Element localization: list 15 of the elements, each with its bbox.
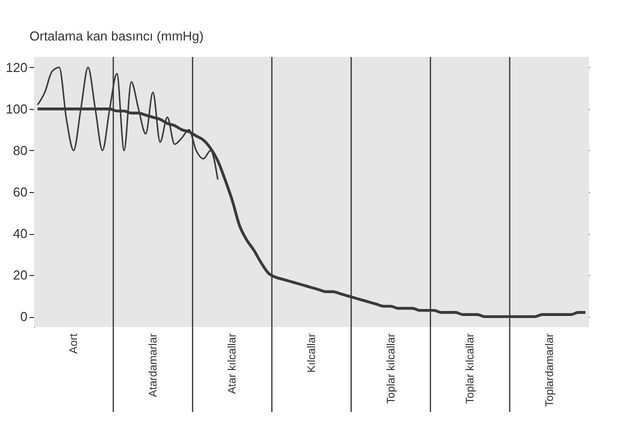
- x-tick-label: Toplardamarlar: [544, 333, 556, 407]
- y-tick-label: 0: [20, 309, 28, 324]
- x-tick-label: Toplar kılcallar: [464, 333, 477, 404]
- y-axis-title: Ortalama kan basıncı (mmHg): [30, 28, 204, 44]
- x-tick-label: Atar kılcallar: [226, 333, 239, 394]
- x-tick-label: Atardamarlar: [147, 333, 160, 398]
- x-tick-label: Aort: [68, 334, 80, 354]
- y-tick-label: 40: [13, 226, 28, 242]
- y-tick-label: 60: [13, 184, 28, 200]
- y-tick-label: 100: [6, 101, 28, 116]
- y-tick-label: 80: [13, 142, 28, 158]
- y-tick-label: 20: [13, 268, 28, 283]
- x-tick-label: Kılcallar: [306, 333, 318, 373]
- x-tick-label: Toplar kılcallar: [385, 333, 398, 404]
- y-tick-label: 120: [6, 60, 28, 75]
